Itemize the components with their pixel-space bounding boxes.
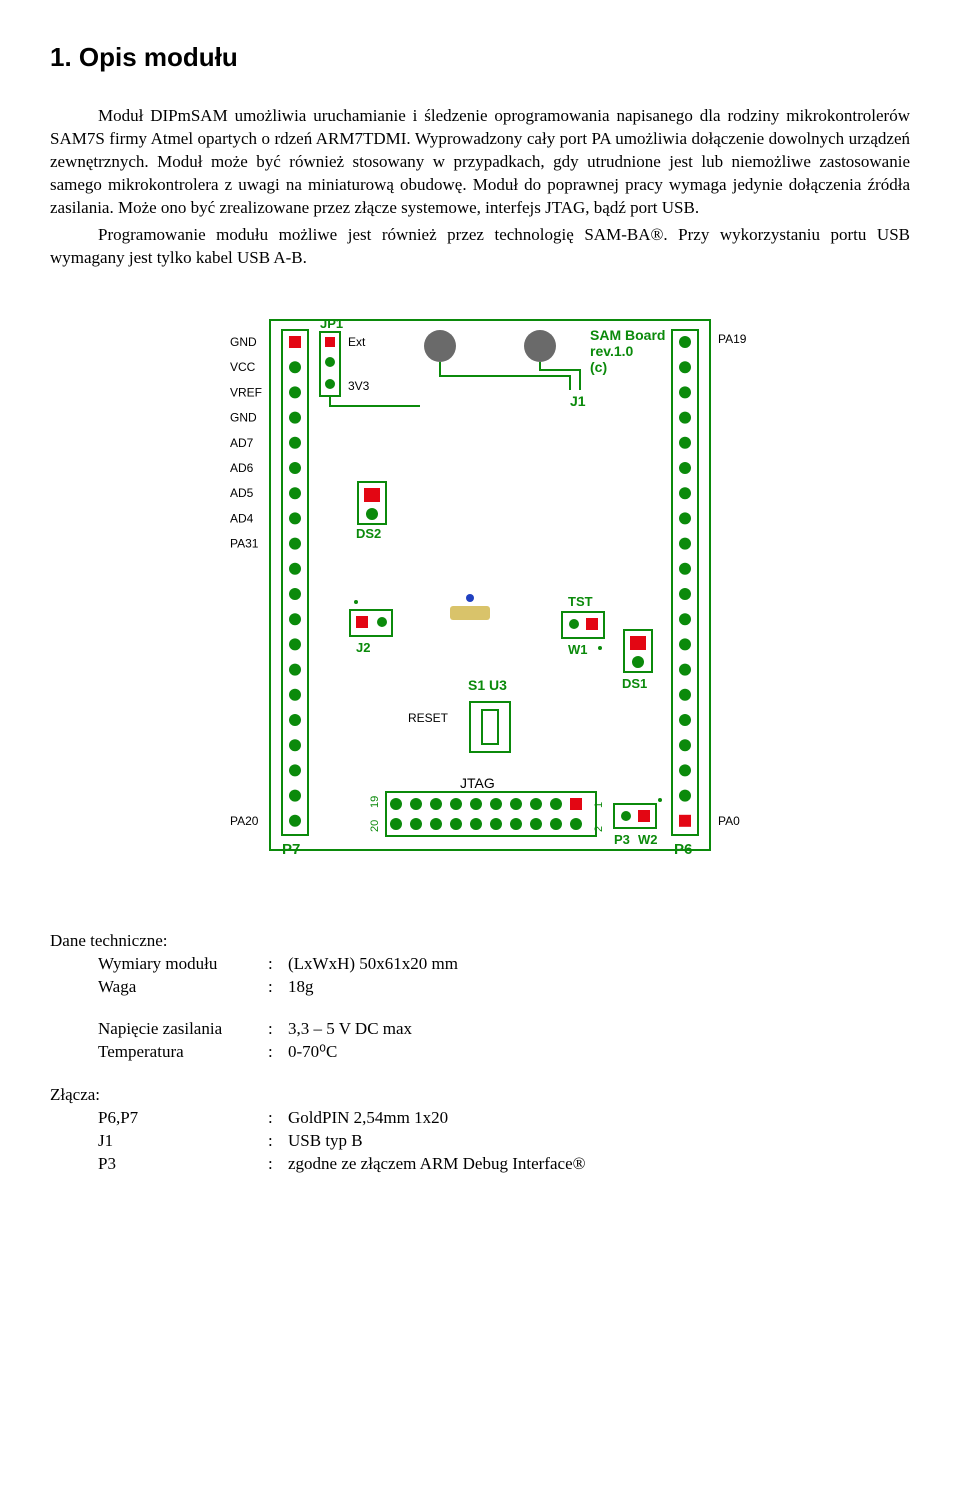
label-pa0: PA0 (718, 814, 740, 828)
silk-title3: (c) (590, 359, 607, 375)
spec-value: 3,3 – 5 V DC max (288, 1018, 910, 1041)
silk-19: 19 (369, 795, 381, 807)
silk-title2: rev.1.0 (590, 343, 634, 359)
paragraph-1: Moduł DIPmSAM umożliwia uruchamianie i ś… (50, 105, 910, 220)
silk-w2: W2 (638, 832, 658, 847)
silk-reset: RESET (408, 711, 449, 725)
spec-value: (LxWxH) 50x61x20 mm (288, 953, 910, 976)
spec-label: Napięcie zasilania (98, 1018, 268, 1041)
spec-value: 0-70⁰C (288, 1041, 910, 1064)
svg-text:PA31: PA31 (230, 536, 259, 550)
svg-text:GND: GND (230, 335, 257, 349)
spec-label: P6,P7 (98, 1107, 268, 1130)
silk-p3: P3 (614, 832, 630, 847)
spec-label: Waga (98, 976, 268, 999)
paragraph-2: Programowanie modułu możliwe jest równie… (50, 224, 910, 270)
spec-value: USB typ B (288, 1130, 910, 1153)
silk-2: 2 (593, 826, 605, 832)
silk-jp1: JP1 (320, 316, 343, 331)
section-heading: 1. Opis modułu (50, 40, 910, 75)
silk-tst: TST (568, 594, 593, 609)
label-pa19: PA19 (718, 332, 747, 346)
svg-text:VREF: VREF (230, 385, 262, 399)
spec-value: zgodne ze złączem ARM Debug Interface® (288, 1153, 910, 1176)
silk-w1: W1 (568, 642, 588, 657)
svg-text:AD4: AD4 (230, 511, 254, 525)
silk-1: 1 (593, 802, 605, 808)
specs-title: Dane techniczne: (50, 930, 168, 953)
spec-value: GoldPIN 2,54mm 1x20 (288, 1107, 910, 1130)
spec-value: 18g (288, 976, 910, 999)
silk-3v3: 3V3 (348, 379, 370, 393)
silk-ext: Ext (348, 335, 366, 349)
svg-text:AD6: AD6 (230, 461, 254, 475)
silk-s1u3: S1 U3 (468, 677, 507, 693)
silk-ds2: DS2 (356, 526, 381, 541)
silk-20: 20 (369, 819, 381, 831)
silk-p6: P6 (674, 841, 692, 858)
silk-j2: J2 (356, 640, 370, 655)
label-pa20: PA20 (230, 814, 259, 828)
silk-ds1: DS1 (622, 676, 647, 691)
silk-title1: SAM Board (590, 327, 665, 343)
board-diagram: GNDVCCVREFGNDAD7AD6AD5AD4PA31 PA20 PA19 … (170, 310, 790, 870)
silk-j1: J1 (570, 393, 586, 409)
silk-jtag: JTAG (460, 775, 495, 791)
svg-text:AD7: AD7 (230, 435, 254, 449)
connectors-title: Złącza: (50, 1084, 100, 1107)
silk-p7: P7 (282, 841, 300, 858)
svg-text:VCC: VCC (230, 360, 256, 374)
spec-label: J1 (98, 1130, 268, 1153)
svg-text:GND: GND (230, 410, 257, 424)
spec-label: Temperatura (98, 1041, 268, 1064)
spec-label: P3 (98, 1153, 268, 1176)
spec-label: Wymiary modułu (98, 953, 268, 976)
svg-text:AD5: AD5 (230, 486, 254, 500)
